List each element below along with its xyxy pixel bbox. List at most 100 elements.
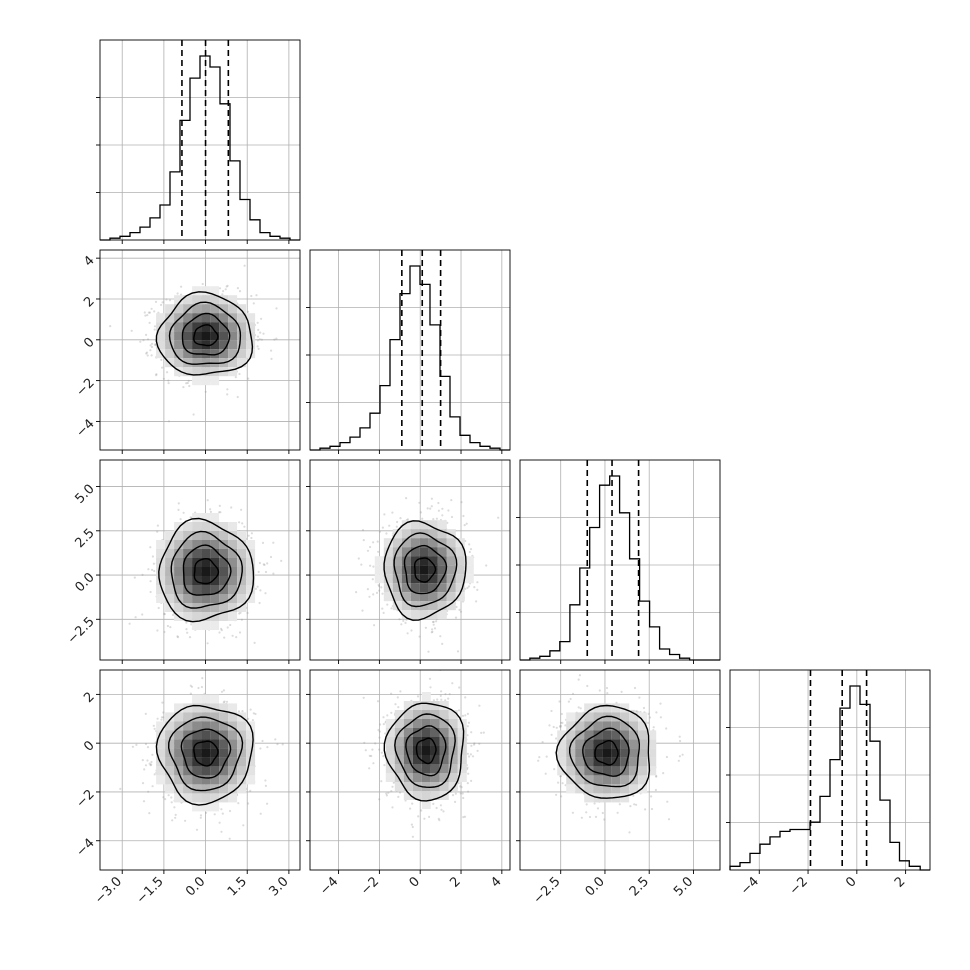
scatter-point <box>270 357 273 360</box>
density-cell <box>201 558 211 567</box>
density-cell <box>210 757 220 767</box>
scatter-point <box>261 541 265 544</box>
density-cell <box>392 556 402 566</box>
density-cell <box>156 721 166 731</box>
density-cell <box>428 592 438 602</box>
density-cell <box>174 295 184 305</box>
scatter-point <box>176 636 180 639</box>
density-cell <box>174 522 184 531</box>
scatter-point <box>153 310 156 313</box>
density-cell <box>201 549 211 558</box>
density-cell <box>183 295 193 305</box>
density-cell <box>219 594 229 603</box>
density-cell <box>165 594 175 603</box>
density-cell <box>219 313 229 323</box>
density-cell <box>201 567 211 576</box>
scatter-point <box>376 540 379 543</box>
density-cell <box>174 367 184 377</box>
scatter-point <box>426 507 429 510</box>
histogram-step-2 <box>310 265 510 451</box>
scatter-point <box>150 345 154 349</box>
density-cell <box>210 712 220 722</box>
contour-level-4 <box>155 704 254 806</box>
contour-level-4 <box>155 291 254 376</box>
density-cell <box>183 540 193 549</box>
scatter-point <box>276 743 279 746</box>
density-cell <box>201 594 211 603</box>
scatter-point <box>237 802 240 805</box>
density-cell <box>183 775 193 785</box>
scatter-point <box>176 292 179 295</box>
density-cell <box>210 730 220 740</box>
scatter-point <box>360 563 363 566</box>
scatter-point <box>366 588 369 591</box>
scatter-point <box>246 310 250 313</box>
scatter-point <box>223 636 226 639</box>
density-content-1-4 <box>119 677 284 840</box>
density-cell <box>246 730 256 740</box>
scatter-point <box>257 347 260 350</box>
scatter-point <box>462 796 465 800</box>
density-cell <box>446 583 456 593</box>
density-cell <box>219 612 229 621</box>
density-cell <box>219 549 229 558</box>
scatter-point <box>242 824 245 827</box>
scatter-point <box>378 589 381 592</box>
density-cell <box>228 531 238 540</box>
density-cell <box>174 340 184 350</box>
density-cell <box>183 757 193 767</box>
scatter-point <box>458 608 461 611</box>
scatter-point <box>145 352 148 355</box>
density-cell <box>201 522 211 531</box>
scatter-point <box>188 636 192 639</box>
density-cell <box>219 712 229 722</box>
density-cell <box>192 757 202 767</box>
scatter-point <box>250 532 253 535</box>
scatter-point <box>441 507 444 510</box>
density-cell <box>246 340 256 350</box>
density-cell <box>201 376 211 386</box>
density-cell <box>219 721 229 731</box>
scatter-point <box>404 621 407 624</box>
density-cell <box>219 340 229 350</box>
density-cell <box>210 766 220 776</box>
histogram-panel-3 <box>519 459 721 661</box>
scatter-point <box>437 509 440 512</box>
density-cell <box>210 549 220 558</box>
density-cell <box>210 802 220 812</box>
density-cell <box>446 601 456 611</box>
density-cell <box>183 612 193 621</box>
density-cell <box>210 694 220 704</box>
scatter-point <box>162 796 165 799</box>
density-cell <box>455 583 465 593</box>
density-cell <box>228 784 238 794</box>
density-cell <box>237 766 247 776</box>
scatter-point <box>256 339 259 342</box>
density-cell <box>428 565 438 575</box>
density-cell <box>174 304 184 314</box>
density-cell <box>392 529 402 539</box>
scatter-point <box>240 618 243 621</box>
scatter-point <box>221 812 224 815</box>
density-cell <box>219 739 229 749</box>
density-cell <box>401 520 411 530</box>
scatter-point <box>226 388 229 391</box>
density-cell <box>165 349 175 359</box>
scatter-point <box>390 607 393 610</box>
density-cell <box>401 556 411 566</box>
scatter-point <box>432 623 435 626</box>
scatter-point <box>372 565 375 568</box>
density-cell <box>237 540 247 549</box>
density-cell <box>174 603 184 612</box>
density-cell <box>464 565 474 575</box>
density-cell <box>383 538 393 548</box>
density-cell <box>419 547 429 557</box>
density-cell <box>419 556 429 566</box>
scatter-point <box>485 564 488 567</box>
scatter-point <box>162 377 165 380</box>
scatter-point <box>261 739 264 743</box>
density-cell <box>228 757 238 767</box>
density-cell <box>437 592 447 602</box>
density-cell <box>201 703 211 713</box>
density-cell <box>192 295 202 305</box>
